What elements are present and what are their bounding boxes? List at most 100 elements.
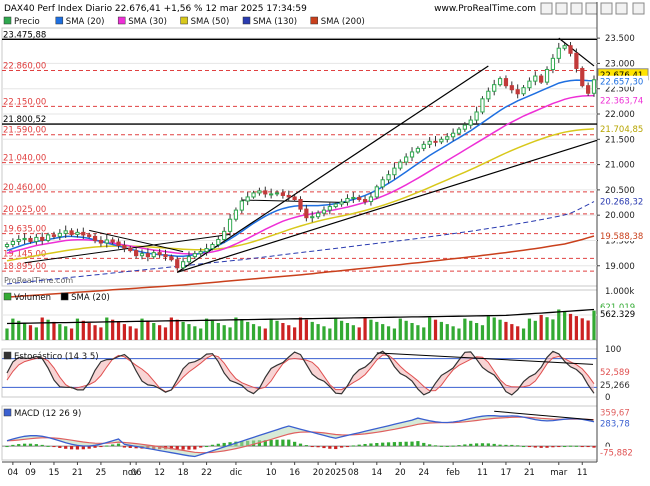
macd-histogram-bar — [34, 444, 38, 447]
macd-histogram-bar — [433, 445, 438, 447]
y-tick-label: 22.000 — [605, 110, 635, 120]
drawing-icon[interactable] — [585, 2, 598, 15]
volume-value-tag-bg — [598, 307, 648, 319]
macd-value-tag: -75,882 — [600, 449, 633, 459]
x-tick-label: 10 — [266, 468, 277, 478]
candle — [216, 238, 221, 246]
candle — [34, 236, 39, 242]
candle — [321, 209, 327, 214]
macd-histogram-bar — [351, 445, 355, 447]
candle — [521, 87, 526, 95]
volume-bar — [310, 321, 314, 340]
price-level-label: 20.460,00 — [3, 183, 46, 193]
volume-bar — [46, 319, 50, 340]
volume-bar — [240, 319, 244, 340]
macd-histogram-bar — [563, 446, 567, 448]
y-tick-label: 19.000 — [605, 262, 635, 272]
volume-bar — [87, 323, 91, 340]
candle — [497, 78, 503, 86]
price-level-label: 19.635,00 — [3, 225, 46, 235]
chart-type-icon[interactable] — [555, 2, 568, 15]
sma-200-line — [6, 235, 595, 298]
volume-bar — [322, 326, 326, 340]
candle — [210, 244, 215, 250]
brand-link[interactable]: www.ProRealTime.com — [434, 4, 536, 14]
macd-histogram-bar — [580, 446, 584, 448]
macd-histogram-bar — [75, 446, 80, 450]
watermark: ProRealTime.com — [4, 276, 73, 285]
candle — [251, 192, 256, 198]
volume-bar — [586, 320, 590, 340]
x-tick-label: 15 — [49, 468, 60, 478]
stochastic-value-tag-bg — [598, 365, 648, 377]
x-tick-label: 24 — [418, 468, 429, 478]
candle — [339, 201, 344, 205]
candle — [586, 85, 591, 94]
stochastic-value-tag: 52,589 — [600, 368, 630, 378]
volume-bar — [193, 326, 197, 340]
macd-histogram-bar — [17, 444, 21, 447]
settings-icon[interactable] — [600, 2, 613, 15]
volume-bar — [199, 328, 203, 340]
macd-histogram-bar — [111, 444, 115, 447]
volume-bar — [445, 324, 449, 340]
price-value-tag-bg — [598, 75, 648, 87]
x-tick-label: 06 — [131, 468, 142, 478]
indicator-icon[interactable] — [570, 2, 583, 15]
candle — [239, 200, 244, 211]
x-tick-label: 22 — [201, 468, 212, 478]
volume-bar — [574, 316, 579, 340]
macd-histogram-bar — [228, 442, 232, 447]
macd-histogram-bar — [469, 443, 473, 447]
macd-histogram-bar — [545, 446, 549, 448]
zoom-icon[interactable] — [540, 2, 553, 15]
close-icon[interactable] — [632, 2, 645, 15]
macd-histogram-bar — [22, 443, 27, 447]
stochastic-d-line — [6, 354, 595, 393]
macd-histogram-bar — [181, 446, 185, 450]
macd-histogram-bar — [592, 446, 596, 448]
macd-histogram-bar — [287, 439, 291, 447]
volume-bar — [533, 320, 537, 340]
candle — [10, 240, 15, 246]
x-tick-label: feb — [446, 468, 460, 478]
macd-histogram-bar — [99, 446, 103, 448]
candle — [345, 197, 350, 203]
price-level-label: 23.475,88 — [3, 30, 46, 40]
volume-bar — [351, 325, 355, 340]
macd-histogram-bar — [169, 446, 173, 450]
x-tick-label: 20 — [395, 468, 406, 478]
candle — [462, 124, 467, 130]
y-tick-label: 23.000 — [605, 59, 635, 69]
macd-histogram-bar — [105, 445, 109, 447]
volume-bar — [210, 320, 215, 340]
volume-bar — [275, 320, 279, 340]
volume-bar — [563, 311, 567, 340]
stochastic-k-line — [6, 350, 595, 396]
macd-histogram-bar — [87, 446, 91, 449]
macd-trend-line — [494, 410, 594, 421]
candle — [468, 119, 473, 126]
volume-bar — [134, 328, 138, 340]
volume-value-tag: 562.329 — [600, 310, 635, 320]
volume-bar — [40, 317, 44, 340]
popout-icon[interactable] — [615, 2, 628, 15]
volume-bar — [498, 319, 502, 340]
volume-bar — [381, 324, 385, 340]
y-tick-label: 0 — [605, 393, 610, 403]
macd-histogram-bar — [293, 441, 297, 447]
volume-bar — [122, 324, 127, 340]
macd-histogram-bar — [539, 446, 543, 448]
volume-bar — [386, 326, 391, 340]
macd-histogram-bar — [304, 445, 308, 447]
macd-histogram-bar — [574, 445, 579, 447]
macd-histogram-bar — [298, 443, 303, 447]
macd-histogram-bar — [369, 443, 373, 447]
macd-histogram-bar — [363, 443, 367, 447]
volume-bar — [510, 324, 514, 340]
x-tick-label: nov — [122, 468, 138, 478]
legend-swatch-volsma — [60, 292, 69, 301]
x-tick-label: 11 — [477, 468, 488, 478]
macd-histogram-bar — [551, 446, 555, 448]
